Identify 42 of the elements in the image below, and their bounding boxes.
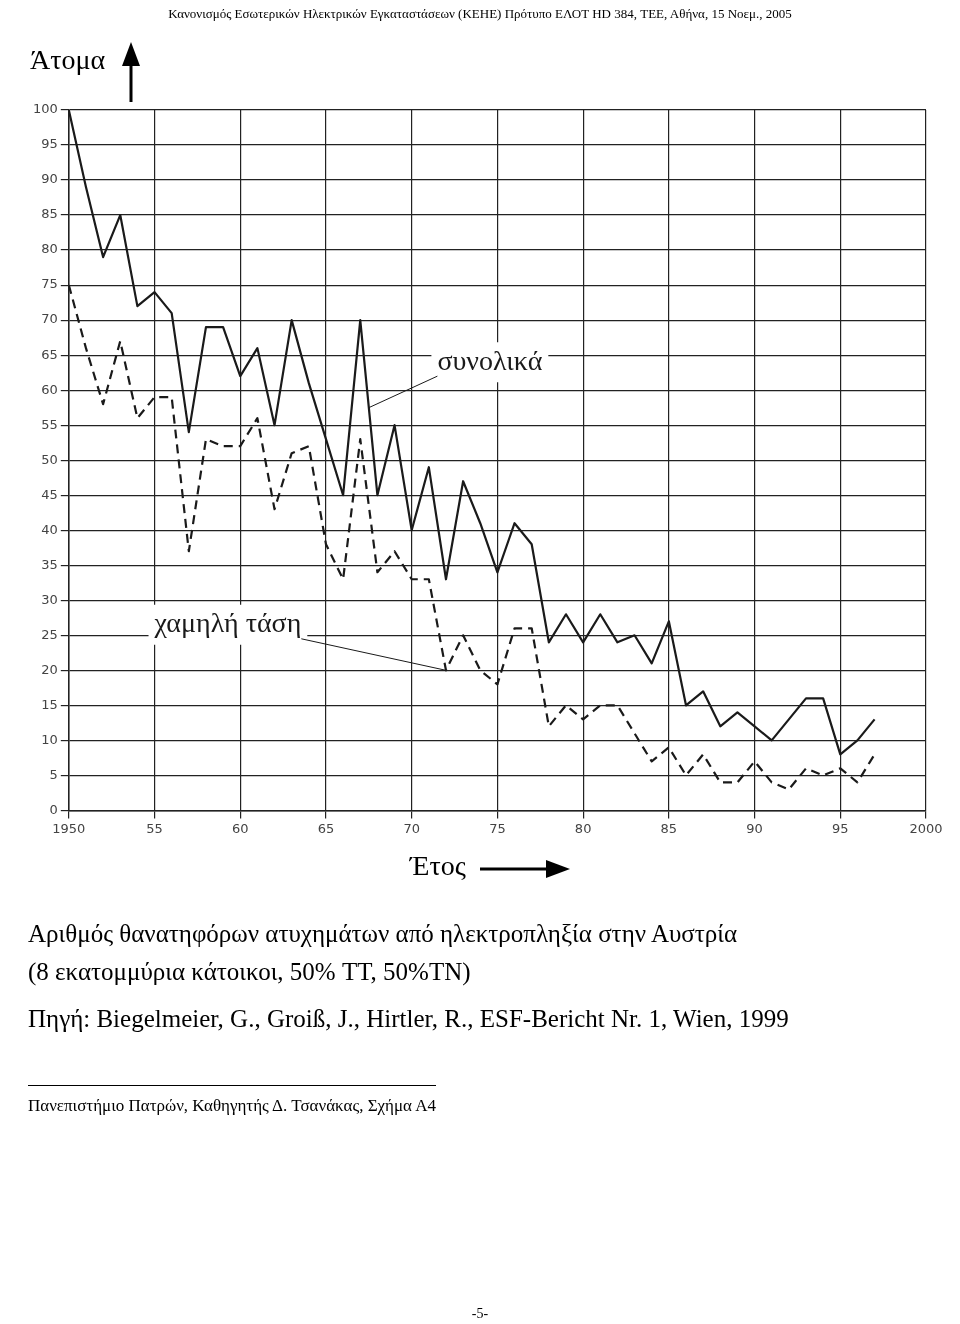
text: -5- [470,1306,490,1322]
y-tick-label: 15 [41,696,58,712]
y-tick-label: 30 [41,591,58,607]
y-tick-label: 65 [41,346,58,362]
x-tick-label: 60 [231,820,249,836]
text: Αριθμός θανατηφόρων ατυχημάτων από ηλεκτροπληξία στην Αυστρία [28,920,738,948]
y-tick-label: 5 [49,766,58,782]
x-tick-label: 2000 [909,820,943,836]
y-tick-label: 0 [49,801,58,817]
text: συνολικά [437,344,543,376]
series-label: χαμηλή τάση [153,607,302,639]
x-axis-title: Έτος [410,850,466,882]
y-tick-label: 55 [41,416,58,432]
x-tick-label: 75 [489,820,506,836]
y-tick-label: 95 [41,136,58,152]
x-tick-label: 85 [660,820,678,836]
y-tick-label: 45 [41,486,58,502]
text: Πηγή: Biegelmeier, G., Groiß, J., Hirtler, R., ESF-Bericht Nr. 1, Wien, 1999 [28,1005,789,1033]
y-tick-label: 75 [41,276,58,292]
y-tick-label: 100 [32,101,58,117]
y-tick-label: 70 [41,311,58,327]
x-tick-label: 55 [146,820,163,836]
y-tick-label: 10 [41,731,58,747]
y-tick-label: 40 [41,521,58,537]
y-tick-label: 80 [41,241,58,257]
x-tick-label: 1950 [52,820,86,836]
y-tick-label: 20 [41,661,58,677]
y-tick-label: 50 [41,451,58,467]
text: (8 εκατομμύρια κάτοικοι, 50% TT, 50%TN) [28,958,471,986]
y-tick-label: 60 [41,381,58,397]
x-tick-label: 80 [574,820,592,836]
x-tick-label: 95 [832,820,849,836]
x-tick-label: 90 [746,820,763,836]
text: Πανεπιστήμιο Πατρών, Καθηγητής Δ. Τσανάκας, Σχήμα Α4 [28,1085,437,1116]
y-tick-label: 90 [41,171,58,187]
x-tick-label: 70 [403,820,420,836]
y-tick-label: 35 [41,556,58,572]
y-tick-label: 85 [41,206,58,222]
x-tick-label: 65 [317,820,335,836]
y-tick-label: 25 [41,626,58,642]
y-axis-title: Άτομα [30,44,106,76]
text: Κανονισμός Εσωτερικών Ηλεκτρικών Εγκαταστάσεων (ΚΕΗΕ) Πρότυπο ΕΛΟΤ HD 384, ΤΕΕ, Αθήνα, 15 Νοεμ., 2005 [167,6,793,22]
